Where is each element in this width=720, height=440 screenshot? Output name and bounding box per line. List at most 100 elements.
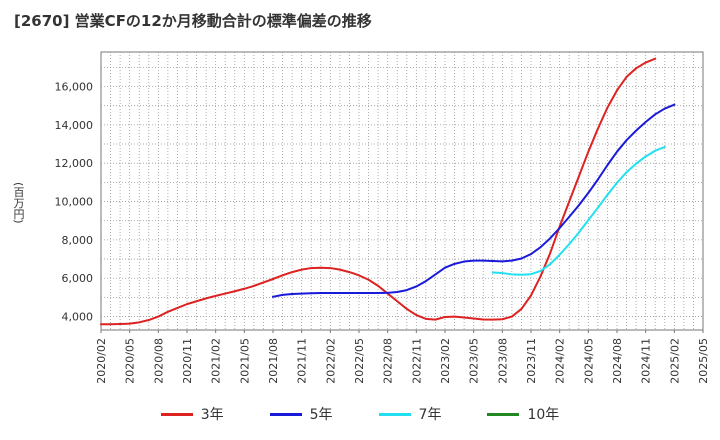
data-point-3年 <box>262 281 265 284</box>
plot-area-frame <box>100 51 704 331</box>
data-point-3年 <box>616 89 618 92</box>
data-point-5年 <box>644 121 647 123</box>
data-point-3年 <box>224 292 227 295</box>
data-point-5年 <box>281 294 284 296</box>
data-point-5年 <box>616 150 618 153</box>
data-point-3年 <box>310 267 313 269</box>
data-point-7年 <box>616 181 618 184</box>
data-point-3年 <box>405 308 408 310</box>
data-point-3年 <box>281 274 284 277</box>
data-point-5年 <box>472 259 475 262</box>
x-tick-label: 2022/02 <box>324 338 337 384</box>
data-point-3年 <box>329 267 332 269</box>
data-point-3年 <box>463 316 466 319</box>
x-tick-label: 2023/08 <box>496 338 509 384</box>
data-point-3年 <box>606 106 609 109</box>
data-point-7年 <box>606 193 609 196</box>
data-point-5年 <box>596 178 599 181</box>
data-point-7年 <box>644 155 647 158</box>
data-point-5年 <box>482 259 485 262</box>
data-point-5年 <box>587 192 590 194</box>
x-tick-label: 2021/05 <box>238 338 251 384</box>
legend-label: 3年 <box>200 407 224 423</box>
x-tick-label: 2023/11 <box>525 338 538 384</box>
y-tick-label: 10,000 <box>55 196 94 209</box>
y-tick-label: 6,000 <box>62 272 94 285</box>
x-tick-label: 2020/08 <box>152 338 165 384</box>
x-tick-label: 2021/11 <box>296 338 309 384</box>
data-point-5年 <box>510 259 513 262</box>
data-point-3年 <box>577 175 580 178</box>
data-point-3年 <box>243 287 246 290</box>
data-point-5年 <box>272 295 274 298</box>
y-tick-label: 16,000 <box>55 81 94 94</box>
data-point-5年 <box>463 260 466 263</box>
data-point-3年 <box>233 290 236 293</box>
x-tick-label: 2020/11 <box>181 338 194 384</box>
x-tick-label: 2020/05 <box>124 338 137 384</box>
data-point-5年 <box>348 292 351 294</box>
data-point-5年 <box>606 164 609 167</box>
data-point-5年 <box>663 107 666 110</box>
data-point-3年 <box>415 314 418 316</box>
data-point-3年 <box>109 323 112 326</box>
data-point-7年 <box>510 273 513 276</box>
data-point-5年 <box>338 292 341 294</box>
data-point-3年 <box>300 268 303 271</box>
data-point-3年 <box>195 300 198 303</box>
data-point-3年 <box>444 316 446 318</box>
data-point-7年 <box>501 272 504 274</box>
data-point-7年 <box>491 271 494 274</box>
data-point-5年 <box>491 260 494 262</box>
x-tick-label: 2022/05 <box>353 338 366 384</box>
data-point-5年 <box>377 292 380 294</box>
data-point-3年 <box>654 57 657 60</box>
x-tick-label: 2024/08 <box>611 338 624 384</box>
legend-label: 10年 <box>527 407 560 423</box>
data-point-5年 <box>291 293 294 295</box>
data-point-5年 <box>530 253 532 255</box>
legend-swatch <box>378 412 411 416</box>
data-point-5年 <box>549 237 552 240</box>
data-point-5年 <box>329 292 332 294</box>
data-point-3年 <box>520 308 523 310</box>
data-point-3年 <box>434 318 437 321</box>
data-point-5年 <box>673 103 676 106</box>
data-point-3年 <box>157 315 160 318</box>
legend-label: 7年 <box>418 407 442 423</box>
data-point-3年 <box>625 76 628 78</box>
data-point-3年 <box>568 200 571 203</box>
data-point-3年 <box>539 275 542 278</box>
data-point-3年 <box>205 297 208 300</box>
data-point-5年 <box>453 262 456 265</box>
y-tick-label: 14,000 <box>55 119 94 132</box>
x-tick-label: 2020/02 <box>95 338 108 384</box>
data-point-7年 <box>654 149 657 152</box>
series-line-3年 <box>100 57 657 326</box>
data-point-5年 <box>444 266 446 269</box>
data-point-3年 <box>100 323 102 326</box>
data-point-3年 <box>291 271 294 273</box>
data-point-7年 <box>530 273 532 276</box>
data-point-3年 <box>377 285 380 287</box>
data-point-3年 <box>319 266 322 269</box>
legend-item: 3年 <box>160 404 224 424</box>
x-tick-label: 2022/08 <box>382 338 395 384</box>
data-point-5年 <box>434 273 437 276</box>
x-tick-label: 2024/02 <box>554 338 567 384</box>
x-tick-label: 2024/11 <box>640 338 653 384</box>
data-point-3年 <box>482 318 485 321</box>
data-point-5年 <box>577 204 580 207</box>
data-point-3年 <box>367 278 370 281</box>
x-tick-label: 2021/08 <box>267 338 280 384</box>
data-point-5年 <box>558 227 561 229</box>
legend-item: 5年 <box>269 404 333 424</box>
legend-swatch <box>487 412 520 416</box>
data-point-3年 <box>338 268 341 271</box>
data-point-3年 <box>214 294 217 297</box>
data-point-3年 <box>530 294 532 297</box>
x-tick-label: 2025/02 <box>668 338 681 384</box>
data-point-7年 <box>577 231 580 234</box>
legend-swatch <box>269 412 302 416</box>
data-point-3年 <box>252 285 255 287</box>
